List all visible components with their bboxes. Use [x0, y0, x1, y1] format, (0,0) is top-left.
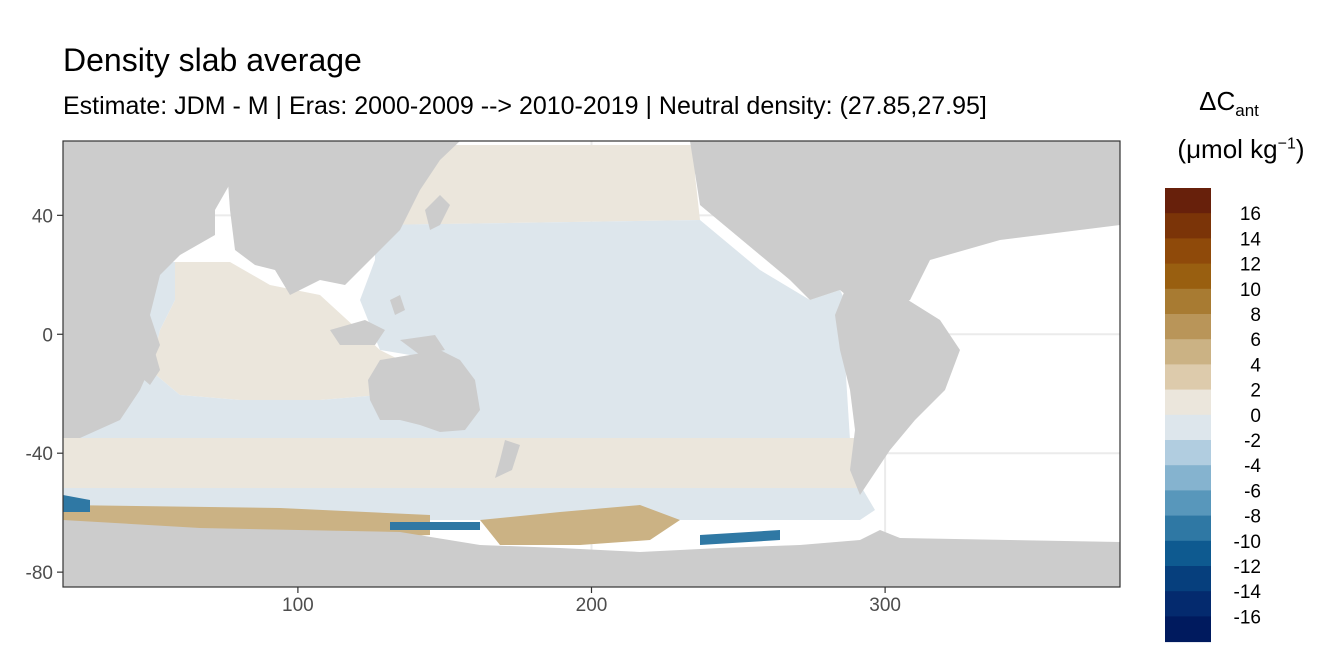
legend-title-unit: (μmol kg−1) — [1160, 134, 1322, 165]
land-new-zealand — [495, 440, 520, 478]
colorbar-label: -4 — [1244, 456, 1261, 477]
colorbar-label: 16 — [1240, 204, 1261, 225]
colorbar-label: 12 — [1240, 255, 1261, 276]
region-coastal-jet — [700, 530, 780, 545]
legend-unit-prefix: (μmol kg — [1177, 134, 1278, 164]
y-tick-label: -80 — [26, 563, 53, 584]
colorbar-swatch — [1165, 540, 1211, 567]
colorbar-swatch — [1165, 616, 1211, 643]
colorbar-swatch — [1165, 566, 1211, 592]
colorbar-swatch — [1165, 490, 1211, 517]
colorbar-swatch — [1165, 339, 1211, 365]
colorbar-label: -2 — [1244, 431, 1261, 452]
y-tick-label: -40 — [26, 444, 53, 465]
region-north-pacific — [378, 145, 700, 225]
land-africa — [63, 141, 235, 438]
legend-title-symbol: ΔC — [1199, 86, 1236, 116]
land-north-america — [690, 141, 1120, 315]
ocean-heatmap-layer — [63, 145, 875, 568]
colorbar-swatch — [1165, 515, 1211, 542]
colorbar — [1165, 188, 1211, 643]
colorbar-swatch — [1165, 414, 1211, 441]
land-south-america — [835, 290, 960, 495]
colorbar-swatch — [1165, 364, 1211, 391]
x-tick-label: 300 — [869, 595, 901, 616]
colorbar-swatch — [1165, 465, 1211, 491]
colorbar-swatch — [1165, 591, 1211, 617]
land-islands — [330, 295, 445, 355]
x-tick-label: 200 — [576, 595, 608, 616]
region-indian-east — [63, 262, 470, 440]
colorbar-swatch — [1165, 213, 1211, 239]
legend-unit-exponent: −1 — [1277, 135, 1296, 153]
legend-title-variable: ΔCant — [1168, 86, 1290, 121]
legend-title-subscript: ant — [1235, 101, 1259, 121]
colorbar-swatch — [1165, 188, 1211, 214]
region-indian-interior — [150, 262, 420, 400]
colorbar-swatch — [1165, 314, 1211, 340]
land-madagascar — [142, 352, 160, 385]
y-tick-label: 40 — [32, 206, 53, 227]
colorbar-label: 10 — [1240, 280, 1261, 301]
legend-unit-suffix: ) — [1295, 134, 1305, 164]
colorbar-legend: 16 14 12 10 8 6 4 2 0 -2 -4 -6 -8 -10 -12 -14 -16 — [1165, 188, 1262, 643]
region-coastal-jet — [390, 522, 480, 530]
land-australia — [368, 350, 480, 432]
region-coastal-jet — [63, 495, 90, 512]
colorbar-label: 4 — [1250, 355, 1261, 376]
region-so-band-north — [63, 438, 870, 492]
colorbar-label: 2 — [1250, 381, 1261, 402]
y-tick-label: 0 — [42, 325, 53, 346]
colorbar-label: -8 — [1244, 507, 1261, 528]
colorbar-swatch — [1165, 440, 1211, 466]
colorbar-label: -6 — [1244, 481, 1261, 502]
land-japan — [425, 195, 450, 230]
chart-subtitle: Estimate: JDM - M | Eras: 2000-2009 --> … — [63, 92, 987, 120]
colorbar-label: 0 — [1250, 406, 1261, 427]
colorbar-swatch — [1165, 238, 1211, 265]
colorbar-swatch — [1165, 389, 1211, 416]
land-antarctica — [63, 520, 1120, 587]
land-layer — [63, 141, 1120, 587]
colorbar-label: 14 — [1240, 229, 1262, 250]
region-pacific-interior — [360, 220, 855, 440]
colorbar-label: -16 — [1234, 607, 1261, 628]
land-eurasia — [225, 141, 460, 295]
chart-title: Density slab average — [63, 42, 362, 78]
colorbar-label: -14 — [1234, 582, 1262, 603]
region-amundsen — [480, 505, 680, 545]
colorbar-labels: 16 14 12 10 8 6 4 2 0 -2 -4 -6 -8 -10 -12 -14 -16 — [1234, 204, 1262, 628]
colorbar-label: 8 — [1250, 305, 1261, 326]
colorbar-swatch — [1165, 288, 1211, 315]
colorbar-label: 6 — [1250, 330, 1261, 351]
colorbar-label: -10 — [1234, 532, 1261, 553]
colorbar-swatch — [1165, 263, 1211, 290]
x-tick-label: 100 — [282, 595, 314, 616]
colorbar-label: -12 — [1234, 557, 1261, 578]
